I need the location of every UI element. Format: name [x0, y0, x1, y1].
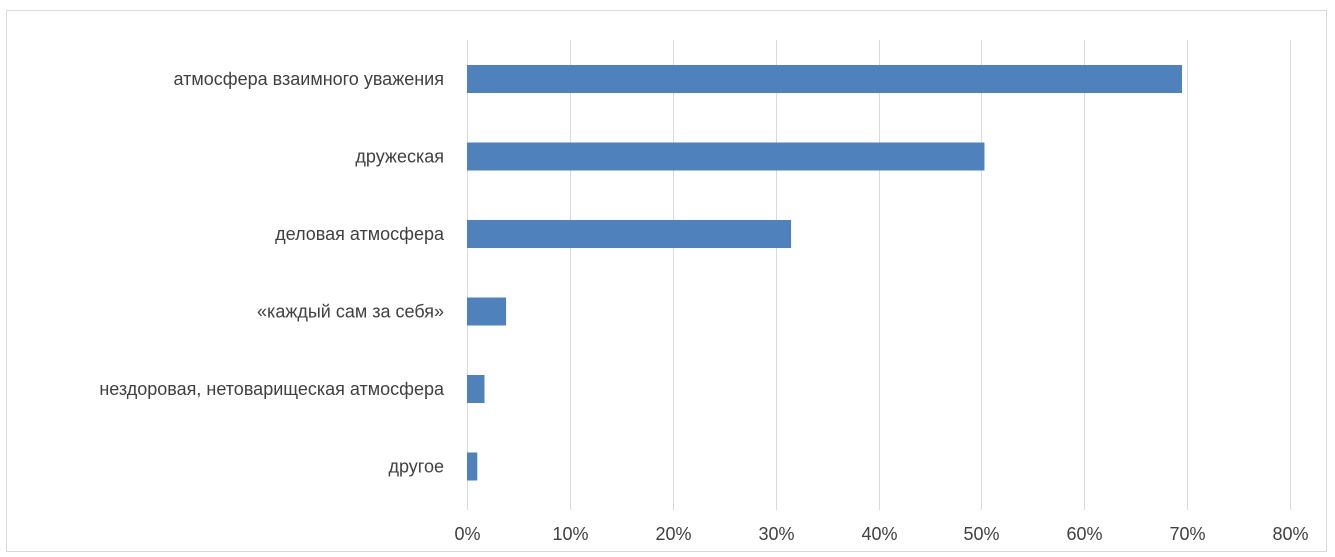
x-tick-label-4: 40%	[861, 524, 897, 544]
x-tick-label-5: 50%	[963, 524, 999, 544]
x-tick-label-8: 80%	[1272, 524, 1308, 544]
chart-frame	[6, 10, 1327, 552]
x-tick-label-3: 30%	[758, 524, 794, 544]
category-label-4: нездоровая, нетоварищеская атмосфера	[99, 379, 445, 399]
category-label-0: атмосфера взаимного уважения	[174, 69, 444, 89]
category-label-1: дружеская	[355, 147, 444, 167]
bar-3	[467, 297, 507, 326]
category-label-2: деловая атмосфера	[275, 224, 445, 244]
bar-5	[467, 452, 478, 481]
bar-4	[467, 375, 485, 403]
category-label-5: другое	[388, 457, 444, 477]
bar-0	[467, 65, 1182, 93]
x-tick-label-1: 10%	[552, 524, 588, 544]
x-tick-label-0: 0%	[454, 524, 480, 544]
x-tick-label-6: 60%	[1066, 524, 1102, 544]
category-label-3: «каждый сам за себя»	[257, 302, 444, 322]
bar-1	[467, 142, 985, 171]
x-tick-label-2: 20%	[655, 524, 691, 544]
x-tick-label-7: 70%	[1169, 524, 1205, 544]
bar-2	[467, 220, 792, 248]
